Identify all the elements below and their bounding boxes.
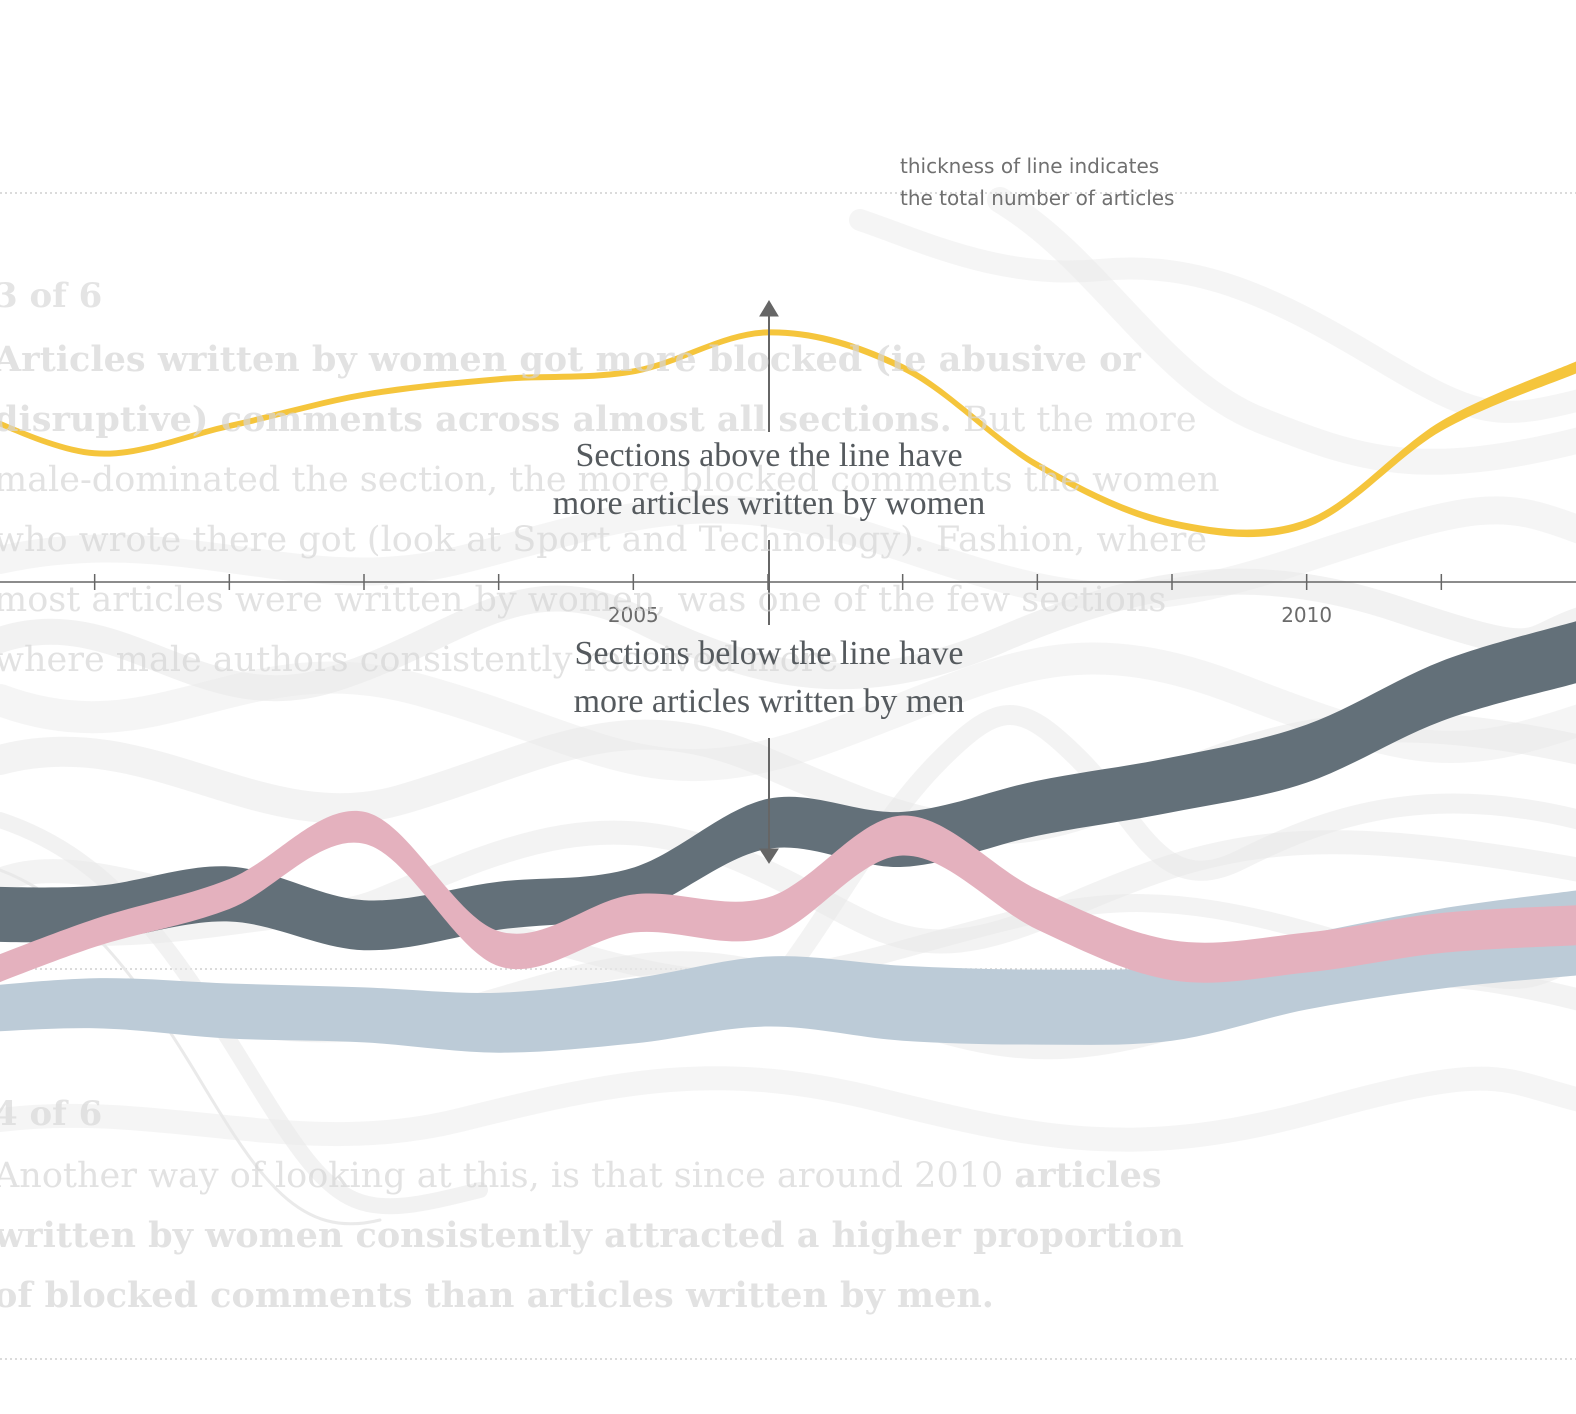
narrative-b-bold: articles written by women consistently a… [0, 1155, 1184, 1316]
callout-above-line1: Sections above the line have [575, 437, 963, 474]
arrow-up [759, 300, 779, 432]
x-axis: 2005 2010 [0, 574, 1576, 627]
narrative-a-rest: But the more male-dominated the section,… [0, 400, 1220, 680]
ghost-line-6 [0, 495, 1576, 611]
narrative-paragraph-b: Another way of looking at this, is that … [0, 1146, 1234, 1326]
callout-above-line2: more articles written by women [552, 485, 986, 522]
arrow-up-head [759, 300, 779, 317]
callout-below-line1: Sections below the line have [574, 635, 964, 672]
x-axis-tick-labels: 2005 2010 [608, 603, 1332, 627]
ghost-line-11 [0, 1066, 1576, 1152]
narrative-b-plain: Another way of looking at this, is that … [0, 1156, 1015, 1196]
step-counter-b: 4 of 6 [0, 1094, 103, 1134]
ghost-line-1 [0, 568, 1576, 702]
callout-above: Sections above the line have more articl… [489, 432, 1049, 528]
narrative-paragraph-a: Articles written by women got more block… [0, 330, 1234, 690]
narrative-a-bold: Articles written by women got more block… [0, 339, 1141, 440]
series-layer [0, 329, 1576, 1053]
x-tick-label-2005: 2005 [608, 603, 659, 627]
series-ribbon-pink [0, 810, 1576, 983]
ghost-line-10 [0, 812, 488, 1215]
arrow-down-head [759, 848, 779, 864]
ghost-line-8 [987, 187, 1576, 475]
x-tick-label-2010: 2010 [1281, 603, 1332, 627]
arrow-down [759, 738, 779, 864]
thickness-note-line1: thickness of line indicates [900, 154, 1160, 178]
x-axis-ticks [93, 574, 1443, 590]
callout-below: Sections below the line have more articl… [489, 630, 1049, 726]
thickness-note: thickness of line indicates the total nu… [900, 150, 1174, 214]
step-counter-a: 3 of 6 [0, 276, 103, 316]
callout-below-line2: more articles written by men [573, 683, 965, 720]
series-ribbon-blue [0, 890, 1576, 1053]
thickness-note-line2: the total number of articles [900, 186, 1175, 210]
